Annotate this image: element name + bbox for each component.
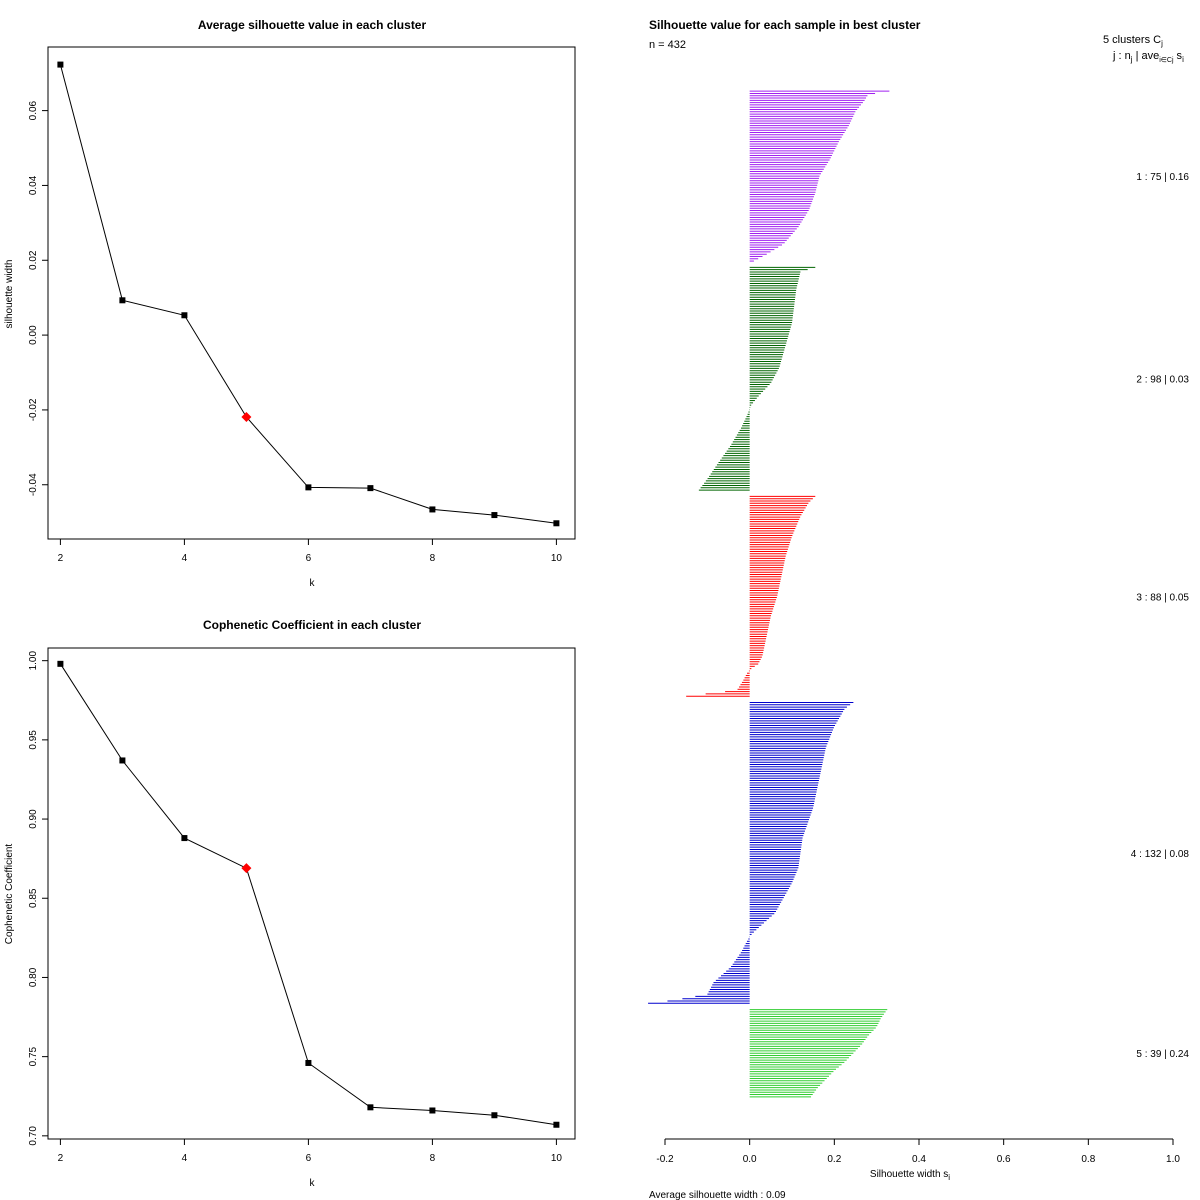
- x-tick-label: 1.0: [1166, 1154, 1180, 1165]
- silhouette-y-label: silhouette width: [4, 260, 15, 329]
- clusters-header: 5 clusters Cj: [1103, 34, 1163, 48]
- data-point: [553, 1121, 560, 1128]
- silhouette-by-k-chart: Average silhouette value in each cluster…: [4, 18, 576, 589]
- cophenetic-x-axis: 2 4 6 8 10: [58, 1138, 563, 1164]
- silhouette-plot-frame: [47, 46, 576, 540]
- y-tick-label: 1.00: [28, 651, 39, 671]
- x-tick-label: 0.2: [827, 1154, 841, 1165]
- x-tick-label: 8: [430, 553, 436, 564]
- y-tick-label: -0.04: [28, 473, 39, 496]
- cluster-summary-labels: 1 : 75 | 0.16 2 : 98 | 0.03 3 : 88 | 0.05 4…: [1131, 172, 1190, 1060]
- x-tick-label: 4: [182, 1153, 188, 1164]
- y-tick-label: 0.06: [28, 100, 39, 120]
- cluster-label: 3 : 88 | 0.05: [1136, 592, 1189, 603]
- x-tick-label: 6: [306, 1153, 312, 1164]
- x-tick-label: 0.4: [912, 1154, 926, 1165]
- data-point: [181, 312, 188, 319]
- x-tick-label: 6: [306, 553, 312, 564]
- x-tick-label: 10: [551, 1153, 563, 1164]
- cophenetic-y-axis: 0.70 0.75 0.80 0.85 0.90 0.95 1.00: [28, 651, 48, 1146]
- silhouette-chart-title: Average silhouette value in each cluster: [198, 18, 427, 32]
- data-point: [553, 520, 560, 527]
- silhouette-x-axis: 2 4 6 8 10: [58, 538, 563, 564]
- x-tick-label: 8: [430, 1153, 436, 1164]
- silhouette-sample-title: Silhouette value for each sample in best…: [649, 18, 921, 32]
- cluster-label: 2 : 98 | 0.03: [1136, 375, 1189, 386]
- cophenetic-points: [57, 660, 560, 1128]
- highlight-point: [241, 863, 252, 874]
- y-tick-label: -0.02: [28, 398, 39, 421]
- y-tick-label: 0.00: [28, 325, 39, 345]
- y-tick-label: 0.80: [28, 967, 39, 987]
- data-point: [57, 61, 64, 68]
- silhouette-bars: [648, 90, 890, 1098]
- data-point: [429, 506, 436, 513]
- clusters-header-columns: j : nj | avei∈Cj si: [1112, 50, 1184, 64]
- silhouette-y-axis: -0.04 -0.02 0.00 0.02 0.04 0.06: [28, 100, 48, 496]
- data-point: [367, 485, 374, 492]
- data-point: [119, 757, 126, 764]
- data-point: [367, 1104, 374, 1111]
- y-tick-label: 0.04: [28, 175, 39, 195]
- data-point: [429, 1107, 436, 1114]
- data-point: [57, 660, 64, 667]
- data-point: [305, 484, 312, 491]
- x-tick-label: 2: [58, 553, 64, 564]
- y-tick-label: 0.02: [28, 250, 39, 270]
- cophenetic-y-label: Cophenetic Coefficient: [4, 844, 15, 945]
- y-tick-label: 0.85: [28, 888, 39, 908]
- y-tick-label: 0.75: [28, 1046, 39, 1066]
- silhouette-points: [57, 61, 560, 527]
- x-tick-label: 2: [58, 1153, 64, 1164]
- y-tick-label: 0.70: [28, 1126, 39, 1146]
- data-point: [119, 297, 126, 304]
- cophenetic-line: [59, 663, 557, 1126]
- highlight-point: [241, 412, 252, 423]
- cophenetic-x-label: k: [310, 1178, 316, 1189]
- x-tick-label: -0.2: [656, 1154, 674, 1165]
- silhouette-line: [59, 64, 557, 524]
- cophenetic-by-k-chart: Cophenetic Coefficient in each cluster 2…: [4, 618, 576, 1189]
- data-point: [491, 1112, 498, 1119]
- cophenetic-chart-title: Cophenetic Coefficient in each cluster: [203, 618, 421, 632]
- average-silhouette-footer: Average silhouette width : 0.09: [649, 1190, 786, 1200]
- silhouette-width-label: Silhouette width si: [870, 1169, 950, 1182]
- silhouette-x-label: k: [310, 578, 316, 589]
- y-tick-label: 0.90: [28, 809, 39, 829]
- cluster-label: 5 : 39 | 0.24: [1136, 1049, 1189, 1060]
- silhouette-sample-chart: Silhouette value for each sample in best…: [648, 18, 1189, 1200]
- x-tick-label: 10: [551, 553, 563, 564]
- x-tick-label: 0.6: [997, 1154, 1011, 1165]
- cluster-label: 1 : 75 | 0.16: [1136, 172, 1189, 183]
- data-point: [491, 512, 498, 519]
- x-tick-label: 0.0: [743, 1154, 757, 1165]
- sample-count-label: n = 432: [649, 39, 686, 51]
- x-tick-label: 0.8: [1081, 1154, 1095, 1165]
- cluster-label: 4 : 132 | 0.08: [1131, 849, 1190, 860]
- data-point: [181, 835, 188, 842]
- data-point: [305, 1059, 312, 1066]
- silhouette-width-axis: -0.2 0.0 0.2 0.4 0.6 0.8 1.0: [656, 1138, 1180, 1165]
- y-tick-label: 0.95: [28, 730, 39, 750]
- x-tick-label: 4: [182, 553, 188, 564]
